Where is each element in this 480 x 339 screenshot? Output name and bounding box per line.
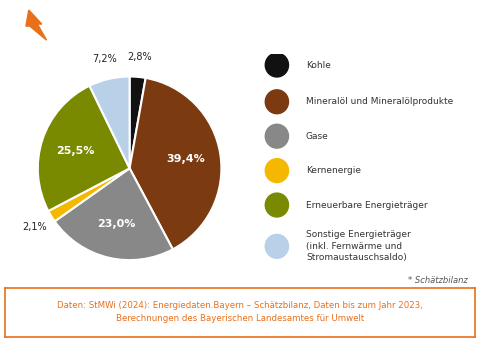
Text: Sonstige Energieträger
(inkl. Fernwärme und
Stromaustauschsaldo): Sonstige Energieträger (inkl. Fernwärme … bbox=[306, 231, 411, 262]
Wedge shape bbox=[130, 77, 145, 168]
Text: * Schätzbilanz: * Schätzbilanz bbox=[408, 276, 468, 285]
Polygon shape bbox=[26, 10, 47, 40]
Circle shape bbox=[0, 7, 207, 43]
Wedge shape bbox=[48, 168, 130, 221]
Text: Mineralöl und Mineralölprodukte: Mineralöl und Mineralölprodukte bbox=[306, 97, 453, 106]
Text: Daten: StMWi (2024): Energiedaten.Bayern – Schätzbilanz, Daten bis zum Jahr 2023: Daten: StMWi (2024): Energiedaten.Bayern… bbox=[57, 301, 423, 323]
Wedge shape bbox=[38, 86, 130, 211]
Wedge shape bbox=[55, 168, 173, 260]
Wedge shape bbox=[130, 78, 221, 249]
Text: Kohle: Kohle bbox=[306, 61, 331, 69]
Circle shape bbox=[265, 90, 288, 114]
Wedge shape bbox=[89, 77, 130, 168]
Circle shape bbox=[265, 234, 288, 258]
Text: 2,8%: 2,8% bbox=[127, 52, 152, 62]
Text: Gase: Gase bbox=[306, 132, 329, 141]
Circle shape bbox=[265, 159, 288, 182]
Text: 2,1%: 2,1% bbox=[22, 222, 47, 232]
Text: 23,0%: 23,0% bbox=[97, 219, 136, 229]
Text: 25,5%: 25,5% bbox=[56, 145, 95, 156]
Circle shape bbox=[265, 193, 288, 217]
Circle shape bbox=[265, 124, 288, 148]
Text: Erneuerbare Energieträger: Erneuerbare Energieträger bbox=[306, 201, 428, 210]
Text: 7,2%: 7,2% bbox=[92, 54, 117, 64]
Text: Struktur des Primärenergieverbrauchs in Bayern 2023*: Struktur des Primärenergieverbrauchs in … bbox=[56, 18, 480, 32]
Text: 39,4%: 39,4% bbox=[167, 154, 205, 164]
Text: Kernenergie: Kernenergie bbox=[306, 166, 361, 175]
Circle shape bbox=[265, 53, 288, 77]
